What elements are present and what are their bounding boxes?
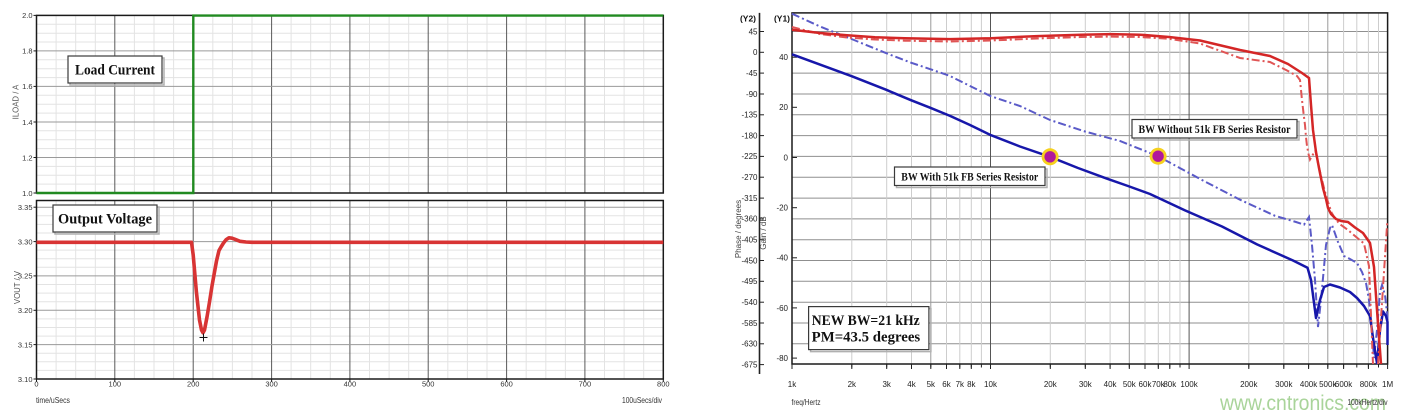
svg-text:-540: -540 (741, 298, 758, 307)
svg-text:40: 40 (779, 53, 788, 62)
svg-text:1.8: 1.8 (22, 47, 32, 56)
svg-text:Load Current: Load Current (75, 63, 155, 79)
svg-text:100k: 100k (1180, 380, 1198, 389)
svg-text:600: 600 (500, 380, 513, 389)
svg-text:-180: -180 (741, 131, 758, 140)
svg-text:PM=43.5 degrees: PM=43.5 degrees (812, 329, 921, 345)
svg-text:8k: 8k (967, 380, 976, 389)
svg-text:1.6: 1.6 (22, 82, 32, 91)
svg-text:Phase / degrees: Phase / degrees (734, 200, 743, 258)
svg-text:20k: 20k (1044, 380, 1058, 389)
svg-text:30k: 30k (1079, 380, 1093, 389)
svg-text:1.4: 1.4 (22, 118, 32, 127)
svg-text:100: 100 (109, 380, 122, 389)
svg-text:40k: 40k (1104, 380, 1118, 389)
svg-text:500k: 500k (1319, 380, 1337, 389)
svg-text:(Y1): (Y1) (774, 14, 790, 24)
svg-text:-225: -225 (741, 152, 758, 161)
svg-text:3.15: 3.15 (18, 340, 33, 349)
svg-text:-90: -90 (746, 90, 758, 99)
svg-text:-20: -20 (776, 204, 788, 213)
svg-text:2.0: 2.0 (22, 11, 32, 20)
svg-text:7k: 7k (956, 380, 965, 389)
svg-text:3k: 3k (882, 380, 891, 389)
svg-text:-40: -40 (776, 254, 788, 263)
svg-text:-45: -45 (746, 69, 758, 78)
svg-text:20: 20 (779, 103, 788, 112)
svg-text:0: 0 (34, 380, 38, 389)
svg-text:4k: 4k (907, 380, 916, 389)
svg-text:80k: 80k (1163, 380, 1177, 389)
svg-text:1M: 1M (1382, 380, 1393, 389)
svg-text:Output Voltage: Output Voltage (58, 212, 153, 228)
svg-text:800: 800 (657, 380, 670, 389)
svg-text:-495: -495 (741, 277, 758, 286)
svg-text:-450: -450 (741, 256, 758, 265)
svg-text:2k: 2k (848, 380, 857, 389)
svg-text:BW Without 51k FB Series Resis: BW Without 51k FB Series Resistor (1139, 124, 1291, 136)
svg-text:3.30: 3.30 (18, 237, 33, 246)
svg-text:6k: 6k (942, 380, 951, 389)
svg-text:1k: 1k (788, 380, 797, 389)
svg-text:300k: 300k (1275, 380, 1293, 389)
svg-text:-315: -315 (741, 194, 758, 203)
svg-text:60k: 60k (1139, 380, 1153, 389)
svg-text:800k: 800k (1360, 380, 1378, 389)
svg-text:www.cntronics.com: www.cntronics.com (1219, 392, 1386, 415)
svg-text:freq/Hertz: freq/Hertz (792, 398, 821, 407)
svg-text:3.20: 3.20 (18, 306, 33, 315)
svg-text:300: 300 (265, 380, 278, 389)
svg-text:-270: -270 (741, 173, 758, 182)
svg-text:-135: -135 (741, 111, 758, 120)
svg-text:100kHertz/div: 100kHertz/div (1348, 398, 1388, 407)
svg-text:NEW BW=21 kHz: NEW BW=21 kHz (812, 313, 921, 329)
svg-text:1.0: 1.0 (22, 189, 32, 198)
svg-text:3.25: 3.25 (18, 272, 33, 281)
svg-text:-585: -585 (741, 319, 758, 328)
svg-text:-60: -60 (776, 304, 788, 313)
svg-text:200k: 200k (1240, 380, 1258, 389)
svg-text:-80: -80 (776, 354, 788, 363)
svg-text:10k: 10k (984, 380, 998, 389)
svg-text:400k: 400k (1300, 380, 1318, 389)
svg-text:500: 500 (422, 380, 435, 389)
svg-text:0: 0 (753, 48, 758, 57)
svg-text:100uSecs/div: 100uSecs/div (622, 396, 662, 405)
svg-text:time/uSecs: time/uSecs (36, 396, 70, 405)
svg-text:200: 200 (187, 380, 200, 389)
svg-text:45: 45 (749, 27, 758, 36)
svg-text:Gain / dB: Gain / dB (759, 216, 768, 249)
svg-text:-630: -630 (741, 340, 758, 349)
svg-text:BW With 51k FB Series Resistor: BW With 51k FB Series Resistor (901, 171, 1038, 183)
svg-text:ILOAD / A: ILOAD / A (12, 84, 21, 119)
svg-text:VOUT / V: VOUT / V (13, 270, 22, 304)
svg-text:400: 400 (344, 380, 357, 389)
svg-text:-405: -405 (741, 236, 758, 245)
svg-text:700: 700 (579, 380, 592, 389)
svg-text:3.35: 3.35 (18, 203, 33, 212)
svg-text:1.2: 1.2 (22, 153, 32, 162)
svg-text:600k: 600k (1335, 380, 1353, 389)
svg-text:(Y2): (Y2) (740, 14, 756, 24)
svg-text:0: 0 (784, 153, 789, 162)
svg-text:5k: 5k (927, 380, 936, 389)
svg-text:3.10: 3.10 (18, 375, 33, 384)
svg-text:-675: -675 (741, 360, 758, 369)
svg-text:-360: -360 (741, 215, 758, 224)
svg-text:70k: 70k (1152, 380, 1166, 389)
svg-text:50k: 50k (1123, 380, 1137, 389)
